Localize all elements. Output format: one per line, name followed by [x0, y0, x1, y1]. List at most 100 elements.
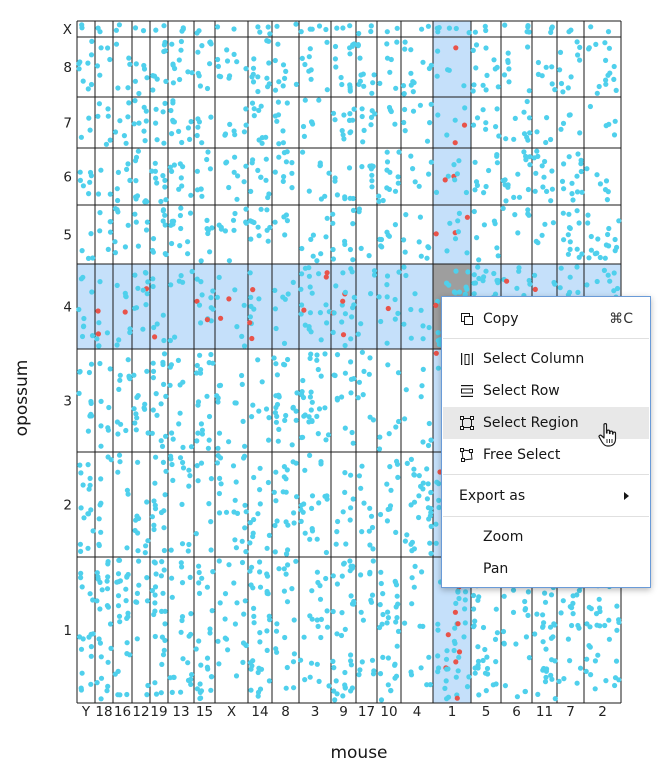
- data-point: [168, 547, 174, 553]
- data-point: [471, 208, 477, 215]
- data-point: [107, 56, 113, 63]
- data-point: [427, 120, 433, 126]
- data-point: [492, 636, 499, 643]
- data-point: [257, 639, 263, 645]
- data-point: [259, 140, 265, 146]
- data-point: [115, 668, 121, 675]
- data-point: [342, 370, 348, 376]
- data-point: [115, 603, 122, 609]
- data-point: [501, 593, 507, 599]
- menu-item-export-as[interactable]: Export as: [443, 480, 649, 512]
- data-point: [395, 180, 401, 186]
- data-point: [614, 285, 621, 292]
- data-point: [412, 291, 418, 297]
- menu-item-zoom[interactable]: Zoom: [443, 521, 649, 553]
- data-point: [356, 379, 362, 385]
- data-point: [339, 81, 345, 88]
- data-point: [88, 81, 95, 88]
- data-point: [124, 691, 130, 698]
- data-point: [95, 331, 101, 337]
- data-point: [356, 672, 362, 678]
- data-point: [117, 619, 123, 625]
- data-point: [196, 302, 203, 308]
- data-point: [455, 229, 461, 235]
- data-point: [317, 310, 323, 316]
- data-point: [293, 417, 299, 423]
- data-point: [603, 678, 609, 684]
- data-point: [216, 274, 222, 280]
- data-point: [446, 25, 452, 31]
- data-point: [480, 657, 486, 664]
- data-point: [386, 104, 393, 111]
- data-point: [154, 412, 160, 418]
- data-point: [76, 61, 82, 67]
- data-point: [387, 69, 393, 75]
- data-point: [384, 29, 390, 35]
- data-point: [86, 115, 92, 121]
- data-point: [196, 563, 202, 569]
- data-point: [367, 569, 373, 576]
- data-point: [193, 370, 200, 376]
- data-point: [358, 609, 364, 615]
- data-point: [152, 608, 158, 614]
- data-point: [98, 696, 104, 702]
- data-point: [369, 172, 375, 178]
- data-point: [205, 149, 211, 155]
- data-point: [231, 26, 237, 32]
- data-point: [549, 81, 555, 87]
- data-point: [369, 163, 375, 169]
- data-point: [144, 575, 150, 581]
- data-point: [565, 232, 571, 238]
- data-point: [576, 587, 583, 594]
- data-point: [539, 163, 545, 169]
- data-point: [605, 272, 611, 278]
- data-point: [316, 271, 322, 277]
- data-point: [280, 83, 286, 89]
- data-point: [257, 487, 263, 493]
- data-point: [168, 107, 174, 114]
- data-point: [548, 672, 554, 679]
- menu-item-pan[interactable]: Pan: [443, 553, 649, 585]
- menu-item-zoom-label: Zoom: [483, 529, 524, 545]
- data-point: [134, 636, 140, 642]
- data-point: [150, 283, 156, 290]
- menu-item-select-row[interactable]: Select Row: [443, 375, 649, 407]
- data-point: [393, 529, 399, 536]
- data-point: [235, 173, 241, 179]
- data-point: [208, 547, 214, 553]
- data-point: [272, 549, 278, 555]
- data-point: [77, 169, 83, 175]
- data-point: [348, 336, 354, 342]
- data-point: [193, 531, 199, 537]
- data-point: [342, 489, 348, 495]
- data-point: [369, 657, 376, 663]
- data-point: [80, 324, 87, 330]
- data-point: [461, 83, 467, 89]
- menu-item-free-select[interactable]: Free Select: [443, 439, 649, 471]
- data-point: [317, 163, 323, 169]
- data-point: [199, 43, 205, 49]
- data-point: [570, 611, 576, 617]
- data-point: [291, 510, 297, 516]
- data-point: [158, 401, 164, 407]
- y-tick-label: 8: [63, 60, 72, 76]
- data-point: [401, 321, 407, 327]
- data-point: [318, 337, 324, 343]
- data-point: [595, 652, 601, 658]
- x-tick-label: 12: [132, 704, 149, 720]
- data-point: [112, 206, 119, 212]
- data-point: [385, 305, 391, 312]
- data-point: [222, 635, 228, 641]
- data-point: [316, 406, 323, 412]
- menu-item-select-column[interactable]: Select Column: [443, 343, 649, 375]
- data-point: [309, 528, 316, 534]
- data-point: [595, 236, 601, 242]
- data-point: [250, 530, 256, 536]
- data-point: [584, 282, 590, 288]
- data-point: [176, 128, 182, 134]
- data-point: [531, 155, 537, 161]
- data-point: [197, 695, 203, 702]
- data-point: [307, 452, 313, 458]
- menu-item-copy[interactable]: Copy ⌘C: [443, 303, 649, 335]
- data-point: [475, 264, 481, 270]
